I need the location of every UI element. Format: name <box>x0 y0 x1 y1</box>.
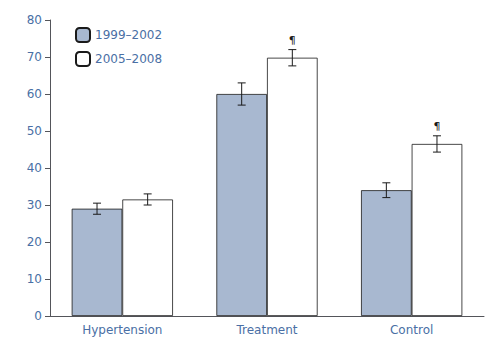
svg-text:¶: ¶ <box>433 120 440 133</box>
svg-text:¶: ¶ <box>289 34 296 47</box>
svg-text:30: 30 <box>27 198 42 212</box>
svg-text:60: 60 <box>27 87 42 101</box>
svg-text:Hypertension: Hypertension <box>82 323 162 337</box>
svg-text:2005–2008: 2005–2008 <box>95 52 162 66</box>
svg-text:0: 0 <box>34 309 42 323</box>
svg-text:1999–2002: 1999–2002 <box>95 28 162 42</box>
svg-text:50: 50 <box>27 124 42 138</box>
svg-text:40: 40 <box>27 161 42 175</box>
svg-text:Treatment: Treatment <box>235 323 297 337</box>
svg-text:20: 20 <box>27 235 42 249</box>
svg-text:10: 10 <box>27 272 42 286</box>
svg-text:80: 80 <box>27 13 42 27</box>
svg-text:70: 70 <box>27 50 42 64</box>
svg-text:Control: Control <box>390 323 433 337</box>
